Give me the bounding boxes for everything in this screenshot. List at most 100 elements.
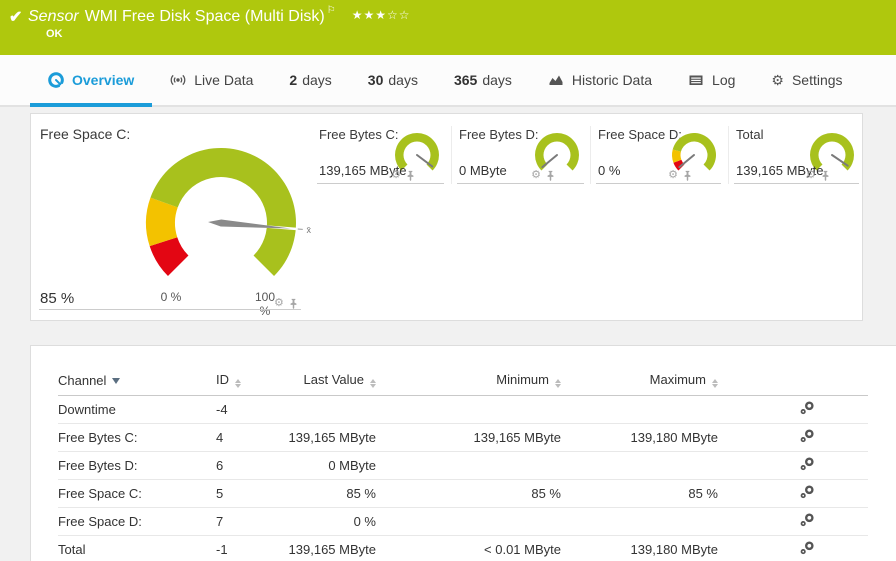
gear-icon: ⚙ — [771, 72, 784, 88]
table-row: Free Bytes D: 6 0 MByte — [58, 451, 868, 480]
svg-text:x̄: x̄ — [306, 225, 311, 235]
tab-30-days[interactable]: 30 days — [367, 72, 418, 88]
sensor-kind-label: Sensor — [28, 8, 79, 25]
gauge-scale-max: 100 % — [254, 290, 276, 318]
tab-label: Live Data — [194, 72, 254, 88]
channel-settings-icon[interactable] — [800, 485, 815, 499]
total-gauge — [810, 133, 854, 171]
free-bytes-d-gauge — [535, 133, 579, 171]
mini-gauge-value: 0 % — [598, 163, 621, 178]
mini-gauge-title: Free Bytes C: — [319, 127, 399, 142]
channel-settings-icon[interactable] — [800, 457, 815, 471]
channel-cell[interactable]: Free Space D: — [58, 507, 216, 536]
column-header-id[interactable]: ID — [216, 372, 278, 396]
minimum-cell — [376, 507, 561, 536]
tab-2-days[interactable]: 2 days — [289, 72, 332, 88]
mini-gauge-cell: Free Space D: 0 % ⚙ — [596, 126, 721, 184]
gear-icon[interactable]: ⚙ — [531, 169, 541, 181]
pin-icon[interactable] — [288, 298, 299, 309]
tab-bar: Overview Live Data 2 days 30 days 365 da… — [0, 55, 896, 107]
overview-panel: Free Space C: x̄ 0 % 100 % 85 % ⚙ Free B… — [30, 113, 863, 321]
table-row: Free Space C: 5 85 % 85 % 85 % — [58, 479, 868, 508]
column-header-settings — [718, 372, 868, 396]
mini-gauge-title: Free Space D: — [598, 127, 682, 142]
gear-icon[interactable]: ⚙ — [806, 169, 816, 181]
gear-icon[interactable]: ⚙ — [668, 169, 678, 181]
live-data-icon — [170, 74, 186, 86]
mini-gauge-value: 0 MByte — [459, 163, 507, 178]
status-badge: OK — [46, 28, 63, 40]
channel-table-panel: Channel ID Last Value Minimum Maximum Do… — [30, 345, 896, 561]
channel-cell[interactable]: Free Bytes D: — [58, 451, 216, 480]
id-cell: 5 — [216, 479, 278, 508]
maximum-cell — [561, 395, 718, 424]
minimum-cell: 85 % — [376, 479, 561, 508]
channel-settings-icon[interactable] — [800, 513, 815, 527]
main-gauge-title: Free Space C: — [40, 126, 131, 142]
maximum-cell — [561, 507, 718, 536]
page-title: WMI Free Disk Space (Multi Disk) — [84, 8, 325, 25]
sort-icon — [712, 379, 718, 388]
tab-label: Overview — [72, 72, 135, 88]
tab-label: days — [302, 72, 332, 88]
main-gauge-value: 85 % — [40, 290, 75, 307]
channel-settings-icon[interactable] — [800, 541, 815, 555]
gauge-actions: ⚙ — [391, 170, 416, 181]
sort-icon — [235, 379, 241, 388]
tab-settings[interactable]: ⚙ Settings — [753, 55, 860, 105]
tab-overview[interactable]: Overview — [30, 55, 153, 107]
sort-icon — [370, 379, 376, 388]
gauge-actions: ⚙ — [668, 170, 693, 181]
table-header-row: Channel ID Last Value Minimum Maximum — [58, 372, 868, 396]
mini-gauge-cell: Free Bytes D: 0 MByte ⚙ — [457, 126, 584, 184]
free-space-d-gauge — [672, 133, 716, 171]
channel-cell[interactable]: Free Space C: — [58, 479, 216, 508]
pin-icon[interactable] — [545, 170, 556, 181]
table-row: Free Bytes C: 4 139,165 MByte 139,165 MB… — [58, 423, 868, 452]
gauge-icon — [48, 72, 64, 88]
column-header-minimum[interactable]: Minimum — [376, 372, 561, 396]
mini-gauge-title: Free Bytes D: — [459, 127, 539, 142]
channel-cell[interactable]: Downtime — [58, 395, 216, 424]
channel-settings-icon[interactable] — [800, 429, 815, 443]
tab-historic-data[interactable]: Historic Data — [530, 55, 670, 105]
id-cell: 4 — [216, 423, 278, 452]
tab-label: Log — [712, 72, 736, 88]
column-header-maximum[interactable]: Maximum — [561, 372, 718, 396]
sensor-status-bar: ✔ Sensor WMI Free Disk Space (Multi Disk)… — [0, 0, 896, 55]
tab-365-days[interactable]: 365 days — [453, 72, 512, 88]
priority-stars[interactable]: ★★★☆☆ — [351, 8, 411, 22]
column-header-last-value[interactable]: Last Value — [278, 372, 376, 396]
gauge-scale-min: 0 % — [160, 290, 182, 304]
tab-live-data[interactable]: Live Data — [152, 55, 271, 105]
last-value-cell: 0 MByte — [278, 451, 376, 480]
last-value-cell: 139,165 MByte — [278, 423, 376, 452]
mini-gauge-cell: Free Bytes C: 139,165 MByte ⚙ — [317, 126, 444, 184]
pin-icon[interactable] — [405, 170, 416, 181]
id-cell: -4 — [216, 395, 278, 424]
table-row: Total -1 139,165 MByte < 0.01 MByte 139,… — [58, 535, 868, 561]
id-cell: 7 — [216, 507, 278, 536]
tab-log[interactable]: Log — [670, 55, 753, 105]
channel-settings-icon[interactable] — [800, 401, 815, 415]
minimum-cell: 139,165 MByte — [376, 423, 561, 452]
channel-cell[interactable]: Total — [58, 535, 216, 561]
flag-icon[interactable]: ⚐ — [326, 5, 336, 16]
column-header-channel[interactable]: Channel — [58, 372, 216, 396]
last-value-cell: 0 % — [278, 507, 376, 536]
gear-icon[interactable]: ⚙ — [391, 169, 401, 181]
id-cell: 6 — [216, 451, 278, 480]
channel-table: Channel ID Last Value Minimum Maximum Do… — [58, 372, 868, 561]
minimum-cell — [376, 395, 561, 424]
gear-icon[interactable]: ⚙ — [274, 297, 284, 309]
last-value-cell: 85 % — [278, 479, 376, 508]
divider — [451, 126, 452, 184]
pin-icon[interactable] — [820, 170, 831, 181]
pin-icon[interactable] — [682, 170, 693, 181]
tab-label: Historic Data — [571, 72, 653, 88]
last-value-cell: 139,165 MByte — [278, 535, 376, 561]
last-value-cell — [278, 395, 376, 424]
minimum-cell: < 0.01 MByte — [376, 535, 561, 561]
channel-cell[interactable]: Free Bytes C: — [58, 423, 216, 452]
